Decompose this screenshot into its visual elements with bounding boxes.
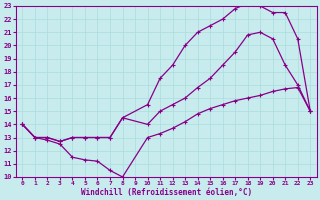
X-axis label: Windchill (Refroidissement éolien,°C): Windchill (Refroidissement éolien,°C) — [81, 188, 252, 197]
